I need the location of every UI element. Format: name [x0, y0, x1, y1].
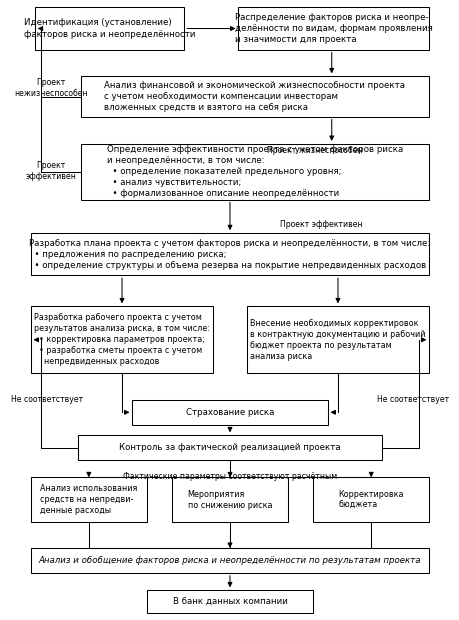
Text: Не соответствует: Не соответствует [11, 396, 83, 404]
Text: Проект эффективен: Проект эффективен [280, 220, 362, 229]
Text: Страхование риска: Страхование риска [185, 408, 274, 417]
Text: Проект
нежизнеспособен: Проект нежизнеспособен [14, 78, 87, 98]
Text: Разработка рабочего проекта с учетом
результатов анализа риска, в том числе:
  •: Разработка рабочего проекта с учетом рез… [34, 313, 209, 366]
Text: Определение эффективности проекта с учетом факторов риска
и неопределённости, в : Определение эффективности проекта с учет… [106, 145, 402, 198]
Text: Анализ использования
средств на непредви-
денные расходы: Анализ использования средств на непредви… [40, 484, 137, 515]
FancyBboxPatch shape [246, 306, 428, 373]
Text: Анализ финансовой и экономической жизнеспособности проекта
с учетом необходимост: Анализ финансовой и экономической жизнес… [104, 81, 404, 112]
Text: Фактические параметры соответствуют расчётным: Фактические параметры соответствуют расч… [123, 472, 336, 480]
Text: Разработка плана проекта с учетом факторов риска и неопределённости, в том числе: Разработка плана проекта с учетом фактор… [29, 239, 430, 270]
Text: Проект
эффективен: Проект эффективен [25, 161, 76, 181]
FancyBboxPatch shape [31, 233, 428, 275]
Text: Внесение необходимых корректировок
в контрактную документацию и рабочий
бюджет п: Внесение необходимых корректировок в кон… [250, 319, 425, 361]
Text: Мероприятия
по снижению риска: Мероприятия по снижению риска [187, 490, 272, 510]
FancyBboxPatch shape [172, 477, 287, 522]
FancyBboxPatch shape [78, 435, 381, 460]
Text: Корректировка
бюджета: Корректировка бюджета [338, 490, 403, 510]
FancyBboxPatch shape [31, 477, 146, 522]
Text: Контроль за фактической реализацией проекта: Контроль за фактической реализацией прое… [119, 443, 340, 452]
FancyBboxPatch shape [238, 7, 428, 50]
FancyBboxPatch shape [132, 400, 327, 425]
FancyBboxPatch shape [80, 76, 428, 117]
Text: В банк данных компании: В банк данных компании [172, 597, 287, 606]
Text: Анализ и обобщение факторов риска и неопределённости по результатам проекта: Анализ и обобщение факторов риска и неоп… [39, 556, 420, 565]
Text: Распределение факторов риска и неопре-
делённости по видам, формам проявления
и : Распределение факторов риска и неопре- д… [235, 13, 432, 44]
Text: Не соответствует: Не соответствует [376, 396, 448, 404]
FancyBboxPatch shape [313, 477, 428, 522]
FancyBboxPatch shape [35, 7, 184, 50]
FancyBboxPatch shape [80, 144, 428, 200]
Text: Проект жизнеспособен: Проект жизнеспособен [267, 146, 362, 154]
FancyBboxPatch shape [31, 548, 428, 573]
FancyBboxPatch shape [31, 306, 213, 373]
FancyBboxPatch shape [146, 590, 313, 613]
Text: Идентификация (установление)
факторов риска и неопределённости: Идентификация (установление) факторов ри… [24, 19, 195, 38]
